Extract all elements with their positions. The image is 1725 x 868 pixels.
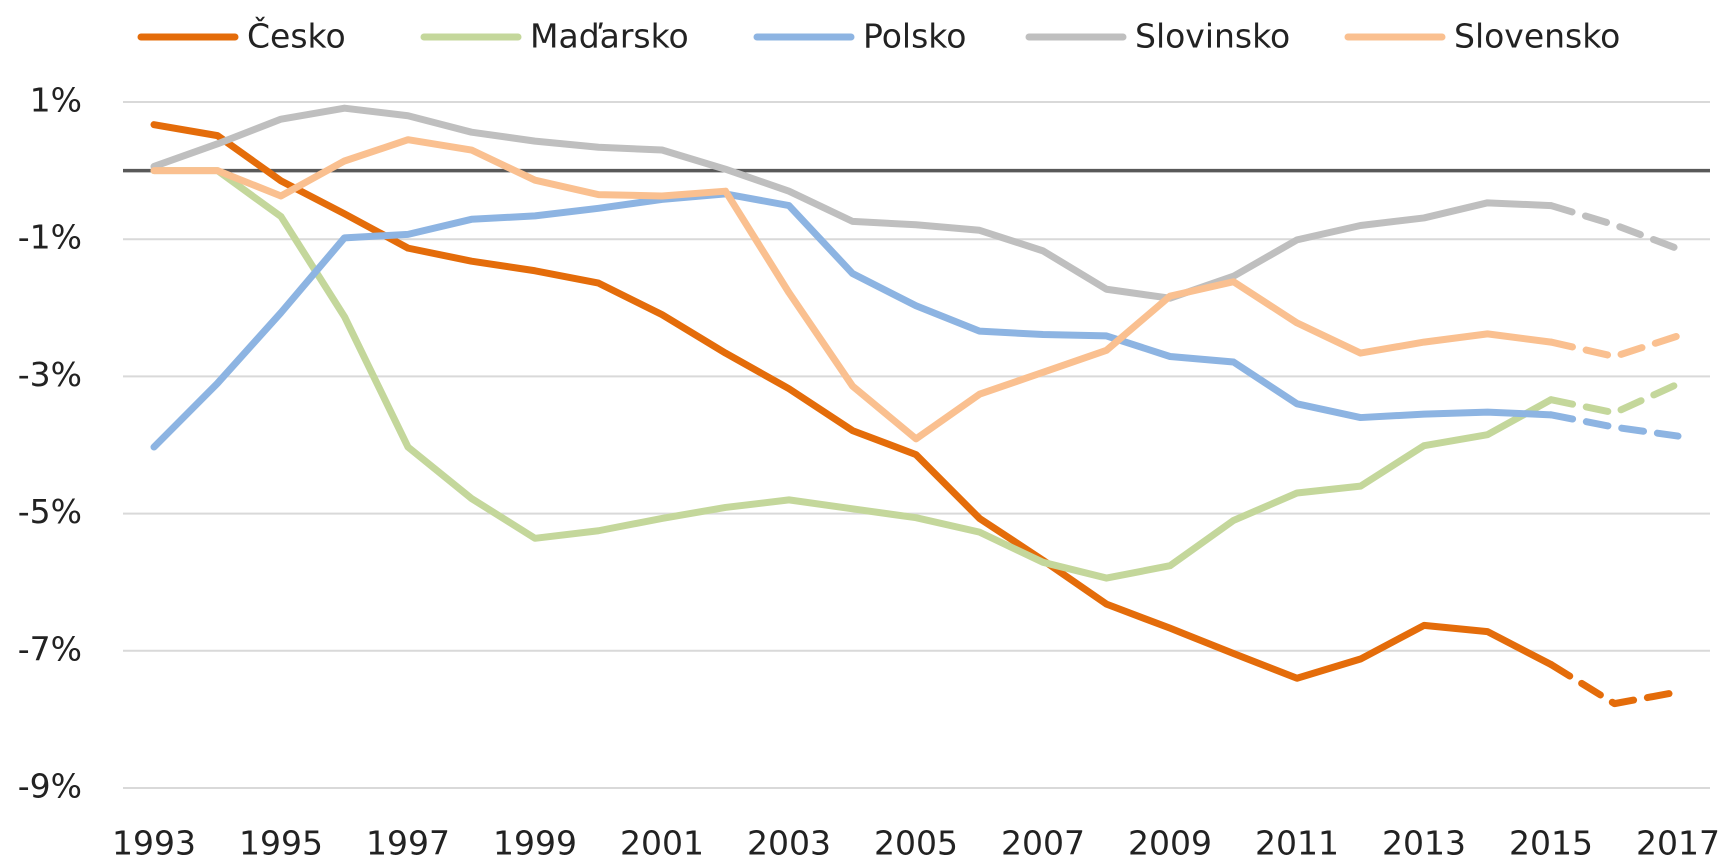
x-tick-label: 2011: [1255, 824, 1339, 863]
x-tick-label: 2017: [1636, 824, 1720, 863]
series-line: [150, 121, 1555, 682]
legend-label: Polsko: [863, 17, 966, 56]
x-tick-label: 2007: [1001, 824, 1085, 863]
x-tick-label: 1999: [493, 824, 577, 863]
x-tick-label: 2009: [1128, 824, 1212, 863]
series-line: [150, 167, 1555, 582]
y-tick-label: -1%: [18, 218, 82, 257]
series-line-forecast: [1547, 202, 1682, 253]
legend-label: Slovinsko: [1135, 17, 1290, 56]
x-tick-label: 1995: [239, 824, 323, 863]
series-line-forecast: [1547, 411, 1682, 440]
y-tick-label: -7%: [18, 629, 82, 668]
x-tick-label: 2013: [1382, 824, 1466, 863]
legend-label: Slovensko: [1454, 17, 1620, 56]
legend-label: Maďarsko: [530, 17, 689, 56]
series-line-forecast: [1547, 332, 1682, 361]
series-line-forecast: [1547, 380, 1682, 417]
x-tick-label: 1993: [112, 824, 196, 863]
x-tick-label: 2003: [747, 824, 831, 863]
y-tick-label: -9%: [18, 767, 82, 806]
series-line: [150, 104, 1555, 302]
series-line: [150, 136, 1555, 443]
x-tick-label: 1997: [366, 824, 450, 863]
x-tick-label: 2015: [1509, 824, 1593, 863]
y-tick-label: -3%: [18, 355, 82, 394]
legend-label: Česko: [247, 16, 346, 56]
y-tick-label: -5%: [18, 492, 82, 531]
y-tick-label: 1%: [30, 81, 82, 120]
x-tick-label: 2001: [620, 824, 704, 863]
series-line-forecast: [1547, 661, 1682, 708]
x-tick-label: 2005: [874, 824, 958, 863]
series-line: [150, 190, 1555, 451]
